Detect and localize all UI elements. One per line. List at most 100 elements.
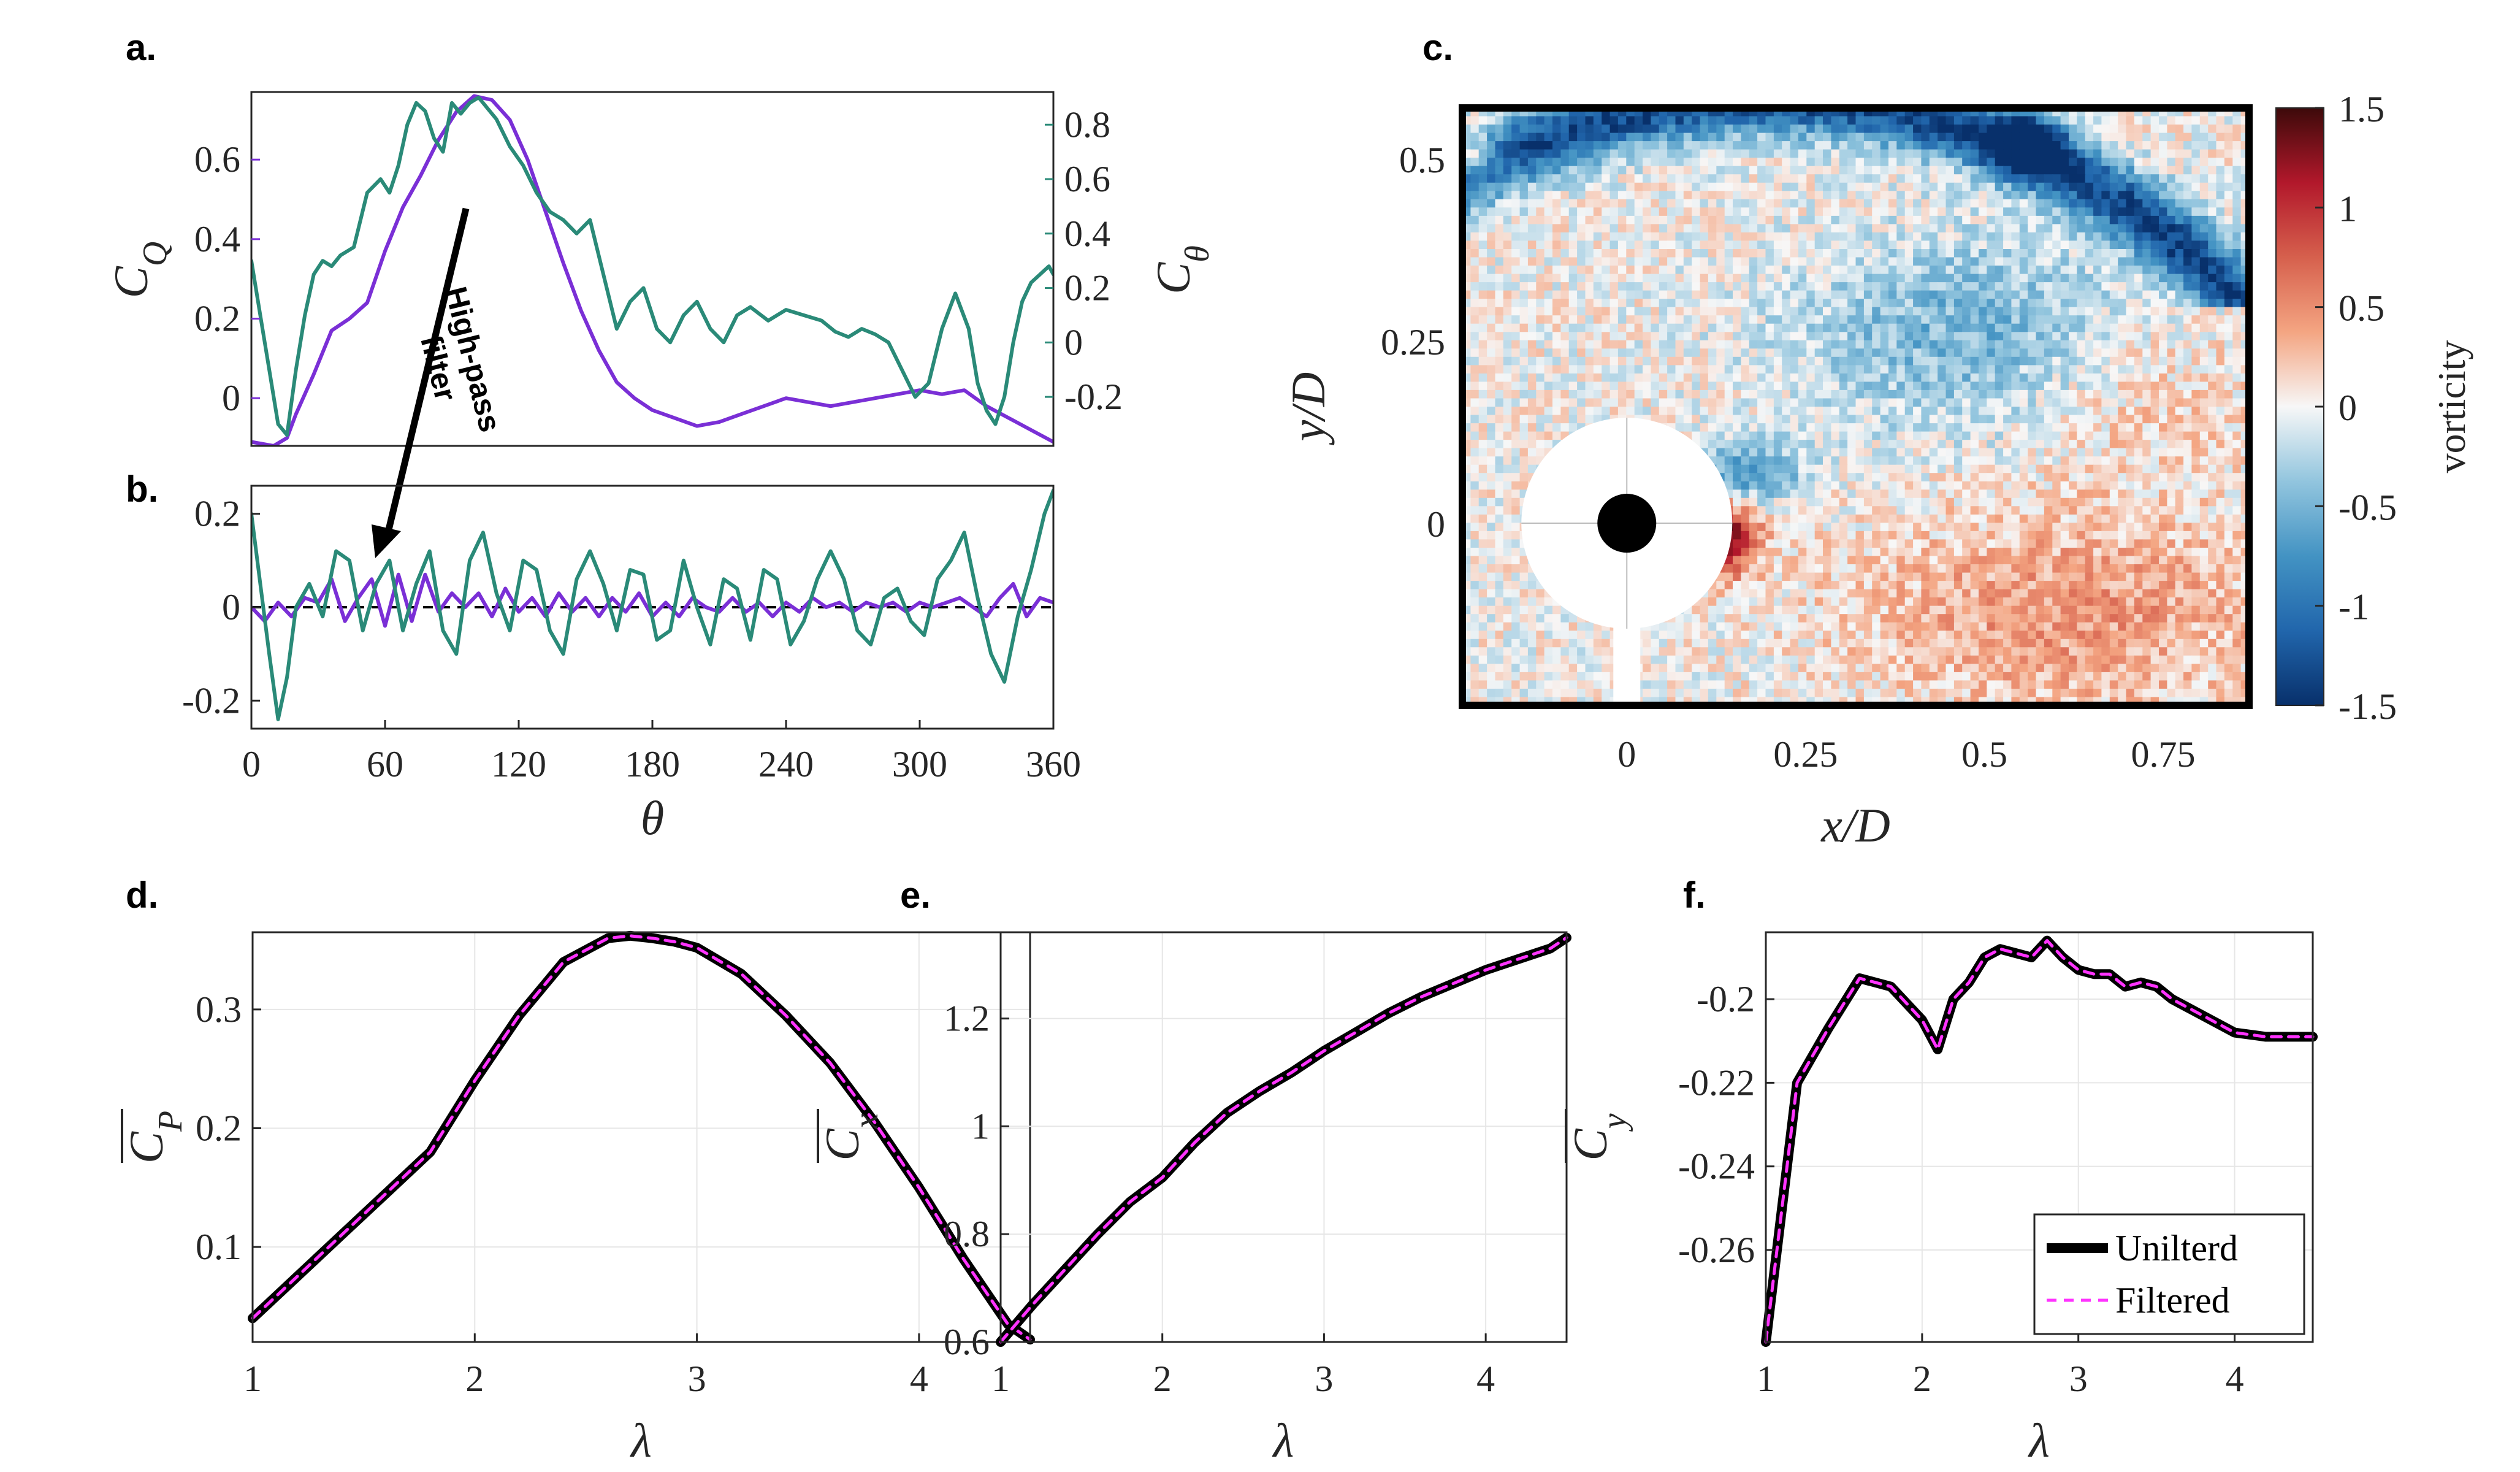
- field-cell: [1888, 141, 1898, 150]
- field-cell: [1929, 323, 1938, 332]
- field-cell: [1609, 174, 1619, 183]
- field-cell: [2118, 240, 2127, 250]
- field-cell: [1880, 473, 1889, 482]
- field-cell: [2069, 274, 2078, 283]
- field-cell: [1757, 497, 1766, 507]
- field-cell: [1855, 389, 1865, 399]
- field-cell: [1552, 282, 1562, 291]
- field-cell: [1741, 290, 1750, 299]
- field-cell: [1782, 116, 1791, 125]
- field-cell: [1987, 340, 1996, 350]
- field-cell: [2077, 132, 2086, 142]
- field-cell: [2216, 407, 2225, 416]
- field-cell: [2167, 365, 2176, 374]
- field-cell: [1683, 315, 1692, 324]
- field-cell: [2077, 431, 2086, 440]
- field-cell: [2183, 407, 2193, 416]
- field-cell: [1708, 348, 1717, 358]
- field-cell: [1511, 249, 1521, 258]
- field-cell: [1617, 141, 1627, 150]
- field-cell: [1921, 315, 1930, 324]
- field-cell: [1839, 365, 1848, 374]
- field-cell: [1987, 431, 1996, 440]
- field-cell: [1602, 166, 1611, 175]
- field-cell: [1560, 199, 1570, 209]
- field-cell: [1527, 356, 1537, 366]
- field-cell: [1593, 116, 1602, 125]
- field-cell: [1929, 141, 1938, 150]
- field-cell: [2150, 232, 2159, 242]
- field-cell: [2118, 116, 2127, 125]
- field-cell: [2199, 389, 2209, 399]
- field-cell: [2142, 116, 2152, 125]
- field-cell: [1519, 282, 1529, 291]
- field-cell: [1503, 215, 1512, 225]
- field-cell: [2085, 158, 2094, 167]
- field-cell: [2019, 182, 2028, 192]
- field-cell: [1782, 456, 1791, 466]
- field-cell: [1782, 240, 1791, 250]
- field-cell: [1904, 240, 1914, 250]
- field-cell: [1617, 323, 1627, 332]
- field-cell: [1823, 389, 1832, 399]
- field-cell: [1716, 207, 1725, 217]
- field-cell: [1904, 141, 1914, 150]
- field-cell: [2077, 240, 2086, 250]
- field-cell: [1511, 365, 1521, 374]
- field-cell: [1929, 423, 1938, 432]
- field-cell: [2044, 332, 2053, 341]
- field-cell: [1478, 290, 1487, 299]
- field-cell: [2101, 141, 2110, 150]
- field-cell: [1749, 423, 1758, 432]
- field-cell: [2077, 224, 2086, 233]
- field-cell: [1798, 307, 1808, 316]
- field-cell: [1659, 415, 1668, 424]
- field-cell: [2077, 389, 2086, 399]
- field-cell: [2183, 464, 2193, 473]
- field-cell: [2093, 158, 2102, 167]
- field-cell: [1470, 299, 1480, 308]
- field-cell: [2011, 365, 2020, 374]
- field-cell: [2028, 240, 2037, 250]
- field-cell: [1527, 373, 1537, 383]
- field-cell: [2150, 481, 2159, 491]
- field-cell: [2060, 116, 2069, 125]
- field-cell: [2167, 489, 2176, 499]
- field-cell: [1568, 149, 1578, 158]
- field-cell: [1536, 423, 1545, 432]
- field-cell: [1724, 174, 1733, 183]
- field-cell: [2052, 274, 2061, 283]
- field-cell: [2052, 141, 2061, 150]
- field-cell: [2224, 332, 2234, 341]
- field-cell: [1487, 158, 1496, 167]
- field-cell: [2003, 266, 2012, 275]
- field-cell: [1503, 332, 1512, 341]
- field-cell: [1979, 182, 1988, 192]
- field-cell: [2126, 307, 2135, 316]
- field-cell: [1708, 315, 1717, 324]
- field-cell: [2191, 257, 2201, 266]
- field-cell: [2109, 523, 2118, 532]
- field-cell: [1749, 266, 1758, 275]
- field-cell: [2118, 415, 2127, 424]
- field-cell: [2011, 415, 2020, 424]
- field-cell: [1609, 141, 1619, 150]
- field-cell: [1700, 191, 1709, 200]
- field-cell: [1503, 274, 1512, 283]
- field-cell: [1733, 489, 1742, 499]
- field-cell: [2109, 332, 2118, 341]
- field-cell: [1880, 448, 1889, 457]
- field-cell: [1757, 158, 1766, 167]
- field-cell: [1527, 398, 1537, 407]
- field-cell: [1733, 514, 1742, 524]
- field-cell: [2224, 340, 2234, 350]
- field-cell: [2167, 166, 2176, 175]
- field-cell: [1634, 174, 1643, 183]
- field-cell: [1577, 158, 1586, 167]
- field-cell: [2093, 448, 2102, 457]
- field-cell: [1863, 431, 1873, 440]
- field-cell: [2224, 215, 2234, 225]
- field-cell: [1896, 373, 1906, 383]
- field-cell: [1585, 174, 1594, 183]
- field-cell: [1643, 274, 1652, 283]
